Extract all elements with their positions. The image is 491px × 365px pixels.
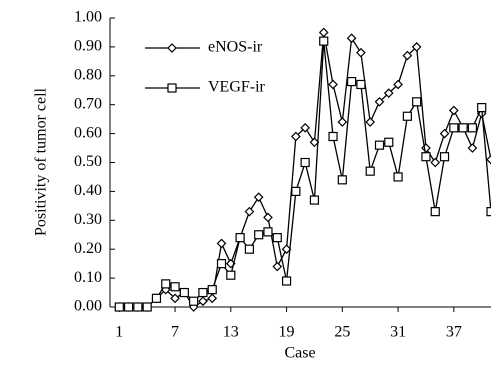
data-point <box>179 287 189 298</box>
y-tick-label: 0.20 <box>74 240 102 257</box>
data-point <box>291 186 301 196</box>
data-point <box>151 293 162 303</box>
data-point <box>467 123 478 133</box>
data-point <box>263 227 273 237</box>
data-point <box>226 270 236 280</box>
data-point <box>244 244 254 254</box>
x-tick-label: 19 <box>279 324 295 341</box>
y-tick-label: 1.00 <box>74 9 102 26</box>
data-point <box>439 128 450 139</box>
data-point <box>337 117 348 127</box>
series-line <box>119 41 491 308</box>
y-tick-label: 0.70 <box>74 95 102 112</box>
series-line <box>119 32 491 308</box>
data-point <box>170 293 180 304</box>
data-point <box>281 276 292 286</box>
x-tick-label: 31 <box>390 324 406 341</box>
data-point <box>430 157 441 168</box>
data-point <box>133 302 143 312</box>
data-point <box>356 47 366 58</box>
data-point <box>328 79 338 90</box>
legend-label: VEGF-ir <box>208 79 266 96</box>
data-point <box>281 244 292 255</box>
data-point <box>170 282 180 292</box>
data-point <box>272 233 282 243</box>
x-tick-label: 7 <box>171 324 179 341</box>
data-point <box>198 296 208 307</box>
data-point <box>449 123 459 133</box>
data-point <box>356 79 366 90</box>
y-tick-label: 0.90 <box>74 38 102 55</box>
data-point <box>263 212 273 223</box>
data-point <box>402 111 412 121</box>
data-point <box>393 79 403 90</box>
data-point <box>411 42 422 52</box>
data-point <box>198 287 208 298</box>
y-tick-label: 0.60 <box>74 124 102 141</box>
data-point <box>244 206 255 217</box>
data-point <box>486 154 491 165</box>
data-point <box>421 143 431 153</box>
data-point <box>318 27 329 38</box>
data-point <box>216 238 227 249</box>
data-point <box>291 131 301 142</box>
data-point <box>365 117 376 127</box>
data-point <box>309 137 320 148</box>
data-point <box>309 195 320 205</box>
data-point <box>458 123 468 133</box>
data-point <box>477 102 487 113</box>
x-tick-label: 1 <box>115 324 123 341</box>
data-point <box>337 175 347 185</box>
data-point <box>374 140 385 150</box>
data-point <box>384 137 394 147</box>
data-point <box>114 302 124 312</box>
data-point <box>402 50 413 61</box>
data-point <box>207 285 217 295</box>
x-axis-label: Case <box>284 345 315 362</box>
legend-label: eNOS-ir <box>208 39 263 56</box>
data-point <box>448 105 459 116</box>
data-point <box>123 302 134 312</box>
x-tick-label: 37 <box>446 324 462 341</box>
y-tick-label: 0.00 <box>74 298 102 315</box>
data-point <box>300 122 310 133</box>
y-tick-label: 0.10 <box>74 269 102 286</box>
data-point <box>430 207 440 217</box>
y-tick-label: 0.30 <box>74 211 102 228</box>
data-point <box>347 76 357 87</box>
y-tick-label: 0.50 <box>74 153 102 170</box>
legend-marker <box>167 43 177 53</box>
y-tick-label: 0.40 <box>74 182 102 199</box>
x-tick-label: 25 <box>334 324 350 341</box>
data-point <box>421 152 431 162</box>
data-point <box>383 88 394 98</box>
legend-marker <box>167 83 177 93</box>
data-point <box>254 230 264 240</box>
data-point <box>467 143 478 153</box>
data-point <box>142 302 152 312</box>
data-point <box>374 96 385 107</box>
x-tick-label: 13 <box>223 324 239 341</box>
data-point <box>486 207 491 217</box>
data-point <box>216 259 227 269</box>
data-point <box>412 97 422 107</box>
data-point <box>207 293 218 304</box>
y-axis-label: Positivity of tumor cell <box>33 87 50 236</box>
data-point <box>365 166 375 176</box>
data-point <box>272 261 283 272</box>
data-point <box>393 172 403 182</box>
data-point <box>300 157 310 168</box>
data-point <box>319 36 329 46</box>
data-point <box>439 152 450 162</box>
data-point <box>253 192 264 203</box>
y-tick-label: 0.80 <box>74 66 102 83</box>
data-point <box>161 279 171 289</box>
data-point <box>328 131 338 142</box>
data-point <box>346 33 357 44</box>
data-point <box>235 233 245 243</box>
data-point <box>189 296 199 306</box>
